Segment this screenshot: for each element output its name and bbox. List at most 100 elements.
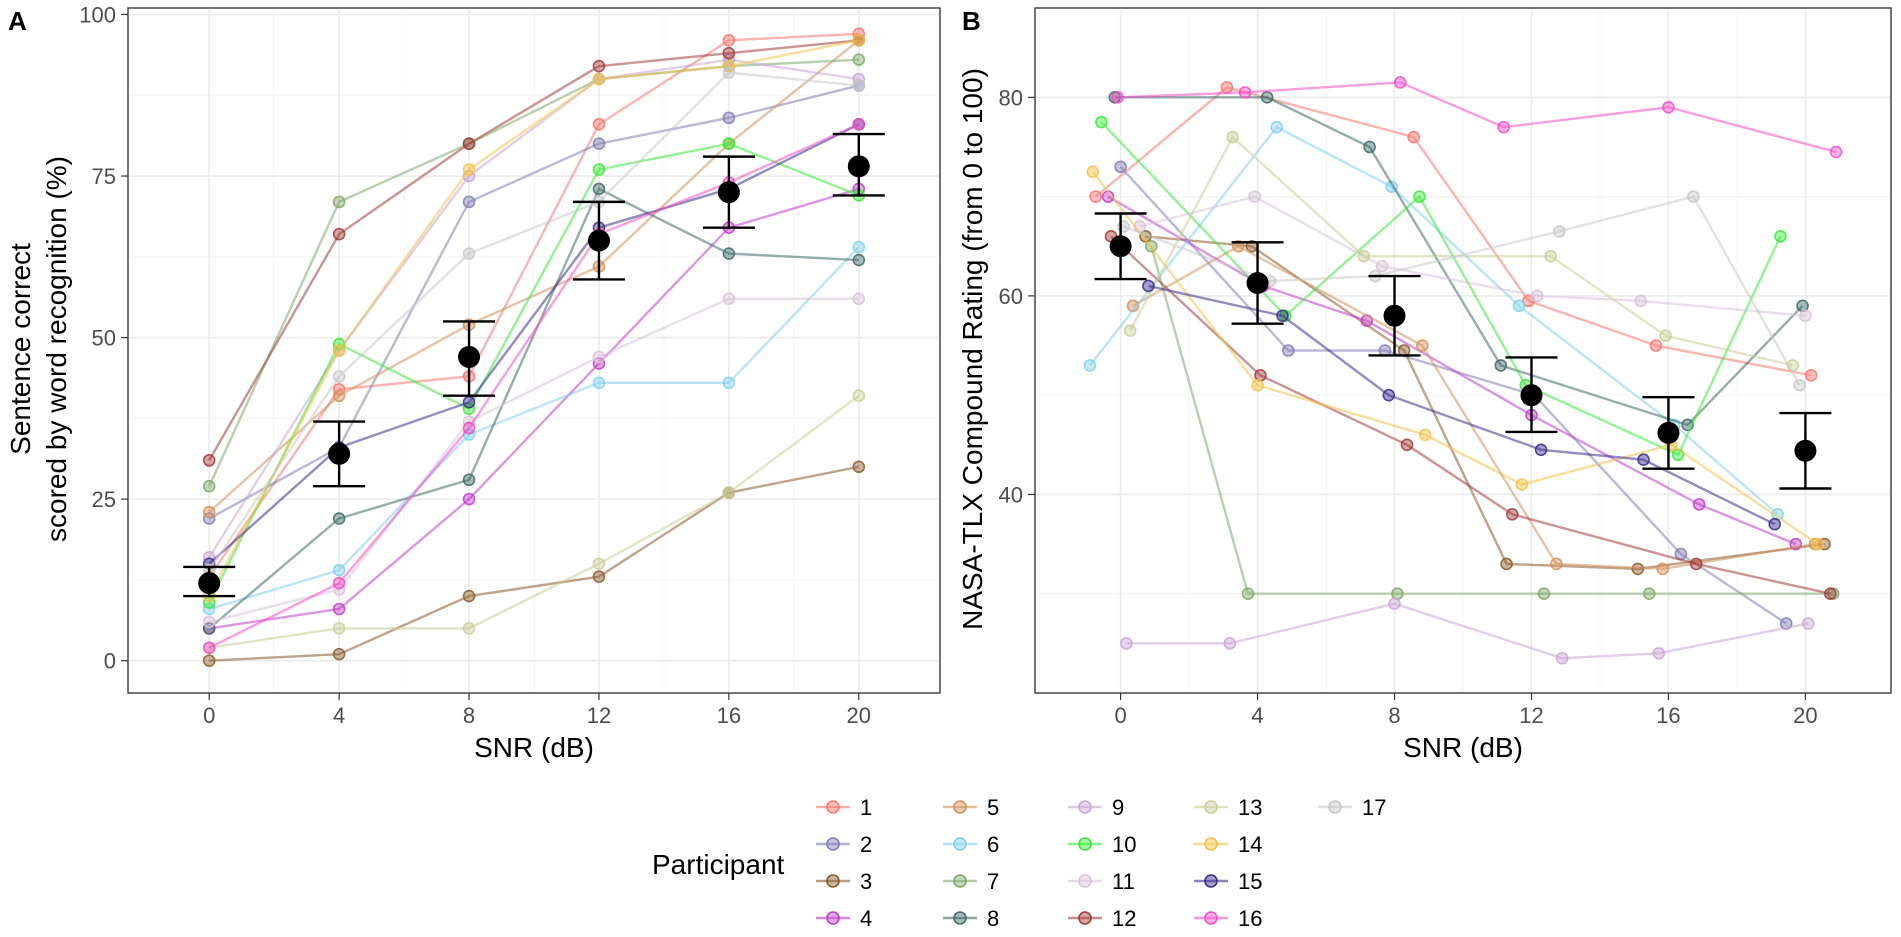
legend-item-14: 14 xyxy=(1194,832,1262,857)
data-point-5-12 xyxy=(1550,557,1563,571)
data-point-13-20 xyxy=(852,389,866,403)
data-point-8-20 xyxy=(852,253,866,267)
legend-label: 2 xyxy=(860,832,872,857)
data-point-11-16 xyxy=(722,292,736,306)
data-point-3-12 xyxy=(592,570,606,583)
panel-a-grid xyxy=(128,8,940,693)
legend-item-2: 2 xyxy=(816,832,872,857)
series-line-3 xyxy=(1145,235,1825,571)
x-tick-label: 8 xyxy=(1388,703,1400,728)
series-line-8 xyxy=(208,187,859,630)
data-point-8-4 xyxy=(1260,91,1274,104)
data-point-1-20 xyxy=(852,27,866,41)
data-point-10-8 xyxy=(1413,190,1426,203)
data-point-15-8 xyxy=(462,395,476,409)
series-participant-5 xyxy=(1126,239,1822,576)
y-tick-label: 40 xyxy=(999,482,1023,507)
data-point-1-12 xyxy=(592,118,606,131)
series-line-13 xyxy=(209,394,860,649)
panel-b-label: B xyxy=(962,6,981,36)
data-point-1-8 xyxy=(1407,130,1420,144)
series-line-10 xyxy=(208,142,860,604)
panel-b-axes: 0 4 8 12 16 20 40 60 80 xyxy=(999,85,1818,728)
y-tick-label: 50 xyxy=(92,326,116,351)
mean-point-0 xyxy=(198,572,221,595)
panel-b-mean xyxy=(1094,212,1832,490)
data-point-6-20 xyxy=(852,240,866,254)
series-line-14 xyxy=(1091,171,1819,546)
data-point-14-0 xyxy=(1086,165,1100,179)
data-point-5-16 xyxy=(1656,562,1669,576)
data-point-15-0 xyxy=(1142,279,1155,293)
mean-errorbar-4 xyxy=(313,420,366,488)
legend-item-8: 8 xyxy=(943,906,999,931)
series-line-15 xyxy=(208,123,860,565)
series-line-11 xyxy=(1139,195,1806,317)
legend-key-point xyxy=(1204,874,1218,888)
data-point-1-16 xyxy=(1649,339,1663,352)
data-point-15-8 xyxy=(1382,388,1396,402)
legend-key-point xyxy=(953,837,967,851)
mean-point-4 xyxy=(328,442,351,465)
data-point-16-20 xyxy=(852,118,866,131)
mean-point-20 xyxy=(1794,439,1817,462)
legend-key-point xyxy=(826,800,840,814)
data-point-12-16 xyxy=(722,46,736,60)
series-line-6 xyxy=(1088,125,1779,516)
data-point-11-20 xyxy=(1799,309,1812,323)
mean-errorbar-8 xyxy=(1368,274,1421,357)
legend-item-12: 12 xyxy=(1068,906,1136,931)
y-tick-label: 25 xyxy=(92,487,116,512)
data-point-3-12 xyxy=(1500,557,1513,571)
data-point-7-16 xyxy=(1642,587,1656,601)
legend-label: 10 xyxy=(1112,832,1136,857)
data-point-16-8 xyxy=(462,421,476,435)
data-point-14-4 xyxy=(1251,378,1264,392)
legend-label: 8 xyxy=(987,906,999,931)
data-point-2-16 xyxy=(722,111,736,125)
mean-point-8 xyxy=(458,345,481,368)
legend-label: 5 xyxy=(987,795,999,820)
data-point-13-4 xyxy=(332,622,346,635)
series-participant-2 xyxy=(202,79,866,525)
legend-key-point xyxy=(826,837,840,851)
data-point-11-8 xyxy=(1375,259,1389,273)
x-tick-label: 16 xyxy=(1656,703,1680,728)
legend-item-1: 1 xyxy=(816,795,872,820)
data-point-3-20 xyxy=(852,460,866,474)
x-tick-label: 12 xyxy=(587,703,611,728)
series-line-12 xyxy=(1110,235,1831,595)
legend-item-3: 3 xyxy=(816,869,872,894)
legend-item-17: 17 xyxy=(1318,795,1386,820)
legend-key-point xyxy=(826,874,840,888)
legend-key-point xyxy=(1204,911,1218,925)
data-point-2-8 xyxy=(462,195,476,209)
data-point-2-12 xyxy=(592,137,606,151)
data-point-8-12 xyxy=(592,182,606,196)
data-point-4-16 xyxy=(1692,498,1706,511)
legend-label: 6 xyxy=(987,832,999,857)
series-line-1 xyxy=(1094,86,1812,377)
legend-label: 7 xyxy=(987,869,999,894)
data-point-10-20 xyxy=(1774,230,1787,243)
data-point-5-4 xyxy=(1232,239,1245,253)
data-point-6-0 xyxy=(202,602,216,616)
series-participant-12 xyxy=(1104,230,1837,601)
mean-point-12 xyxy=(587,229,610,252)
data-point-11-4 xyxy=(1248,190,1261,203)
mean-point-4 xyxy=(1246,271,1269,294)
panel-a-y-axis-title-line2: scored by word recognition (%) xyxy=(41,156,72,542)
legend-title: Participant xyxy=(652,849,785,880)
data-point-14-8 xyxy=(462,163,476,176)
data-point-13-8 xyxy=(1357,249,1371,263)
data-point-9-12 xyxy=(1555,651,1569,665)
data-point-16-0 xyxy=(202,641,216,655)
panel-b-series xyxy=(1083,76,1843,665)
series-line-12 xyxy=(208,39,859,461)
legend-item-4: 4 xyxy=(816,906,872,931)
x-tick-label: 0 xyxy=(1114,703,1126,728)
data-point-6-4 xyxy=(332,563,346,577)
data-point-11-20 xyxy=(852,292,866,306)
x-tick-label: 4 xyxy=(333,703,345,728)
